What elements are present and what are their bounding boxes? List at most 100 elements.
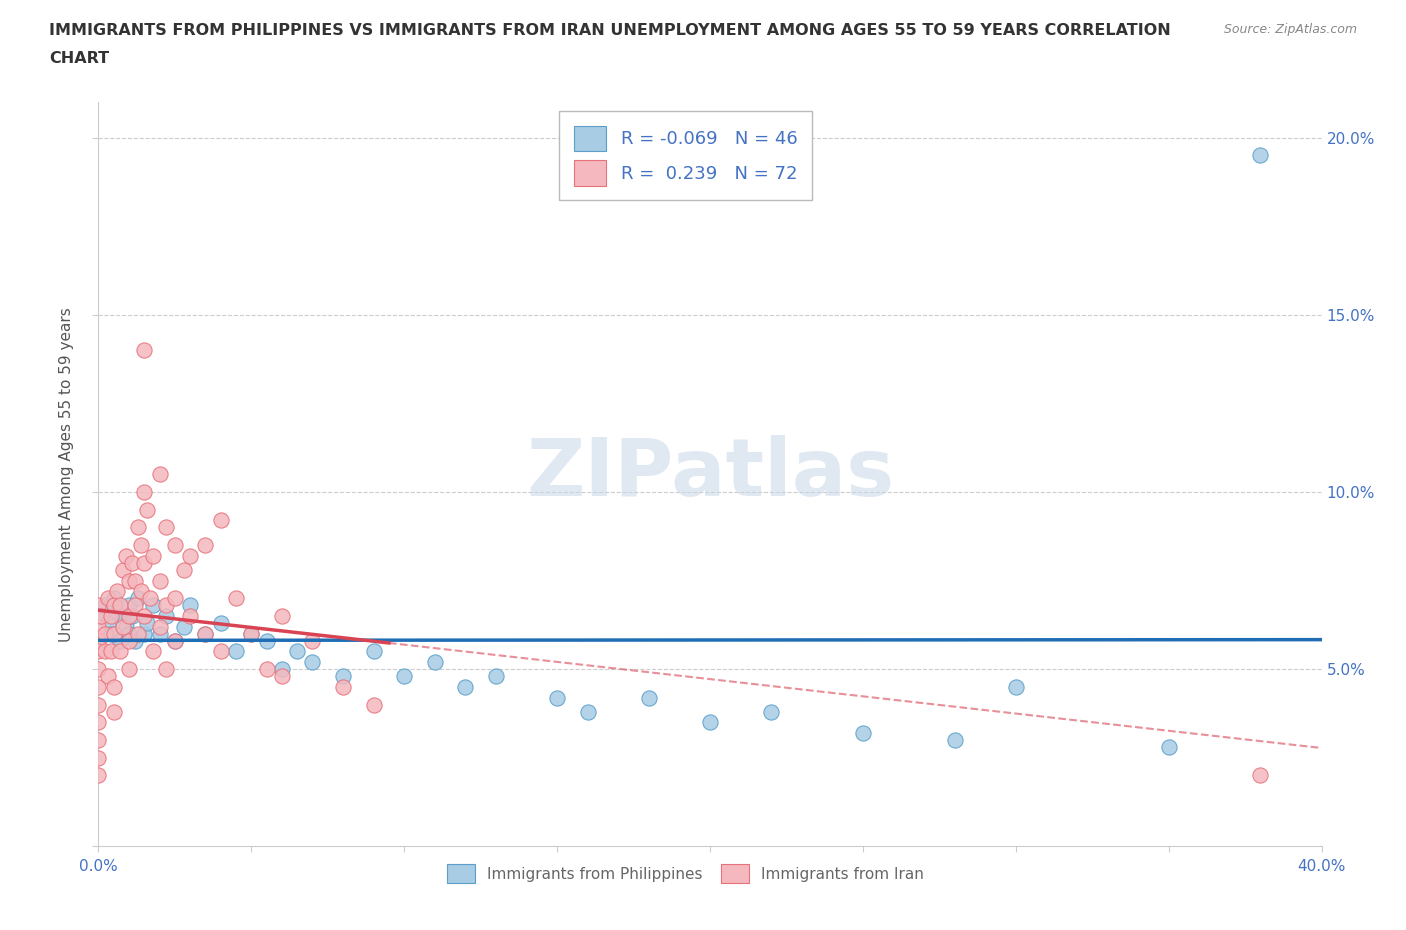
Point — [209, 644, 232, 658]
Point — [225, 591, 247, 605]
Point — [134, 555, 156, 570]
Point — [100, 608, 122, 623]
Point — [194, 626, 217, 641]
Point — [93, 644, 115, 658]
Point — [129, 538, 152, 552]
Point — [1249, 768, 1271, 783]
Point — [173, 619, 195, 634]
Point — [142, 644, 165, 658]
Point — [93, 626, 115, 641]
Point — [105, 584, 128, 599]
Point — [1004, 680, 1026, 695]
Point — [118, 573, 141, 588]
Point — [87, 751, 110, 765]
Point — [118, 633, 141, 648]
Point — [332, 669, 354, 684]
Point — [149, 467, 172, 482]
Point — [149, 626, 172, 641]
Point — [301, 655, 323, 670]
Point — [124, 598, 146, 613]
Point — [454, 680, 477, 695]
Point — [256, 633, 278, 648]
Point — [576, 704, 599, 719]
Y-axis label: Unemployment Among Ages 55 to 59 years: Unemployment Among Ages 55 to 59 years — [59, 307, 75, 642]
Point — [240, 626, 263, 641]
Point — [332, 680, 354, 695]
Point — [134, 608, 156, 623]
Point — [127, 591, 149, 605]
Point — [87, 715, 110, 730]
Point — [392, 669, 416, 684]
Point — [103, 680, 125, 695]
Point — [209, 513, 232, 528]
Point — [759, 704, 782, 719]
Point — [100, 644, 122, 658]
Point — [270, 608, 292, 623]
Point — [127, 626, 149, 641]
Point — [108, 644, 131, 658]
Point — [240, 626, 263, 641]
Point — [139, 591, 162, 605]
Point — [87, 633, 110, 648]
Text: ZIPatlas: ZIPatlas — [526, 435, 894, 513]
Point — [270, 662, 292, 677]
Point — [111, 619, 134, 634]
Point — [363, 644, 385, 658]
Text: Source: ZipAtlas.com: Source: ZipAtlas.com — [1223, 23, 1357, 36]
Point — [111, 608, 134, 623]
Text: IMMIGRANTS FROM PHILIPPINES VS IMMIGRANTS FROM IRAN UNEMPLOYMENT AMONG AGES 55 T: IMMIGRANTS FROM PHILIPPINES VS IMMIGRANT… — [49, 23, 1171, 38]
Point — [943, 733, 966, 748]
Point — [87, 733, 110, 748]
Point — [97, 591, 120, 605]
Point — [225, 644, 247, 658]
Text: CHART: CHART — [49, 51, 110, 66]
Point — [142, 598, 165, 613]
Point — [87, 598, 110, 613]
Point — [118, 626, 141, 641]
Point — [194, 626, 217, 641]
Point — [134, 485, 156, 499]
Point — [852, 725, 875, 740]
Point — [87, 644, 110, 658]
Point — [1157, 739, 1180, 754]
Point — [699, 715, 721, 730]
Point — [87, 768, 110, 783]
Point — [134, 343, 156, 358]
Point — [134, 626, 156, 641]
Point — [103, 704, 125, 719]
Point — [546, 690, 568, 705]
Point — [149, 619, 172, 634]
Point — [97, 616, 120, 631]
Point — [103, 626, 125, 641]
Point — [111, 563, 134, 578]
Point — [163, 633, 186, 648]
Point — [155, 598, 177, 613]
Point — [115, 549, 138, 564]
Point — [637, 690, 661, 705]
Point — [118, 662, 141, 677]
Point — [256, 662, 278, 677]
Point — [100, 626, 122, 641]
Point — [97, 669, 120, 684]
Point — [121, 555, 143, 570]
Point — [118, 608, 141, 623]
Point — [108, 598, 131, 613]
Point — [87, 698, 110, 712]
Point — [163, 591, 186, 605]
Point — [127, 520, 149, 535]
Point — [485, 669, 508, 684]
Point — [270, 669, 292, 684]
Point — [136, 616, 159, 631]
Point — [118, 598, 141, 613]
Point — [103, 591, 125, 605]
Point — [194, 538, 217, 552]
Point — [301, 633, 323, 648]
Point — [179, 598, 201, 613]
Point — [103, 598, 125, 613]
Point — [163, 633, 186, 648]
Point — [93, 598, 115, 613]
Point — [209, 616, 232, 631]
Point — [155, 520, 177, 535]
Point — [87, 680, 110, 695]
Point — [155, 608, 177, 623]
